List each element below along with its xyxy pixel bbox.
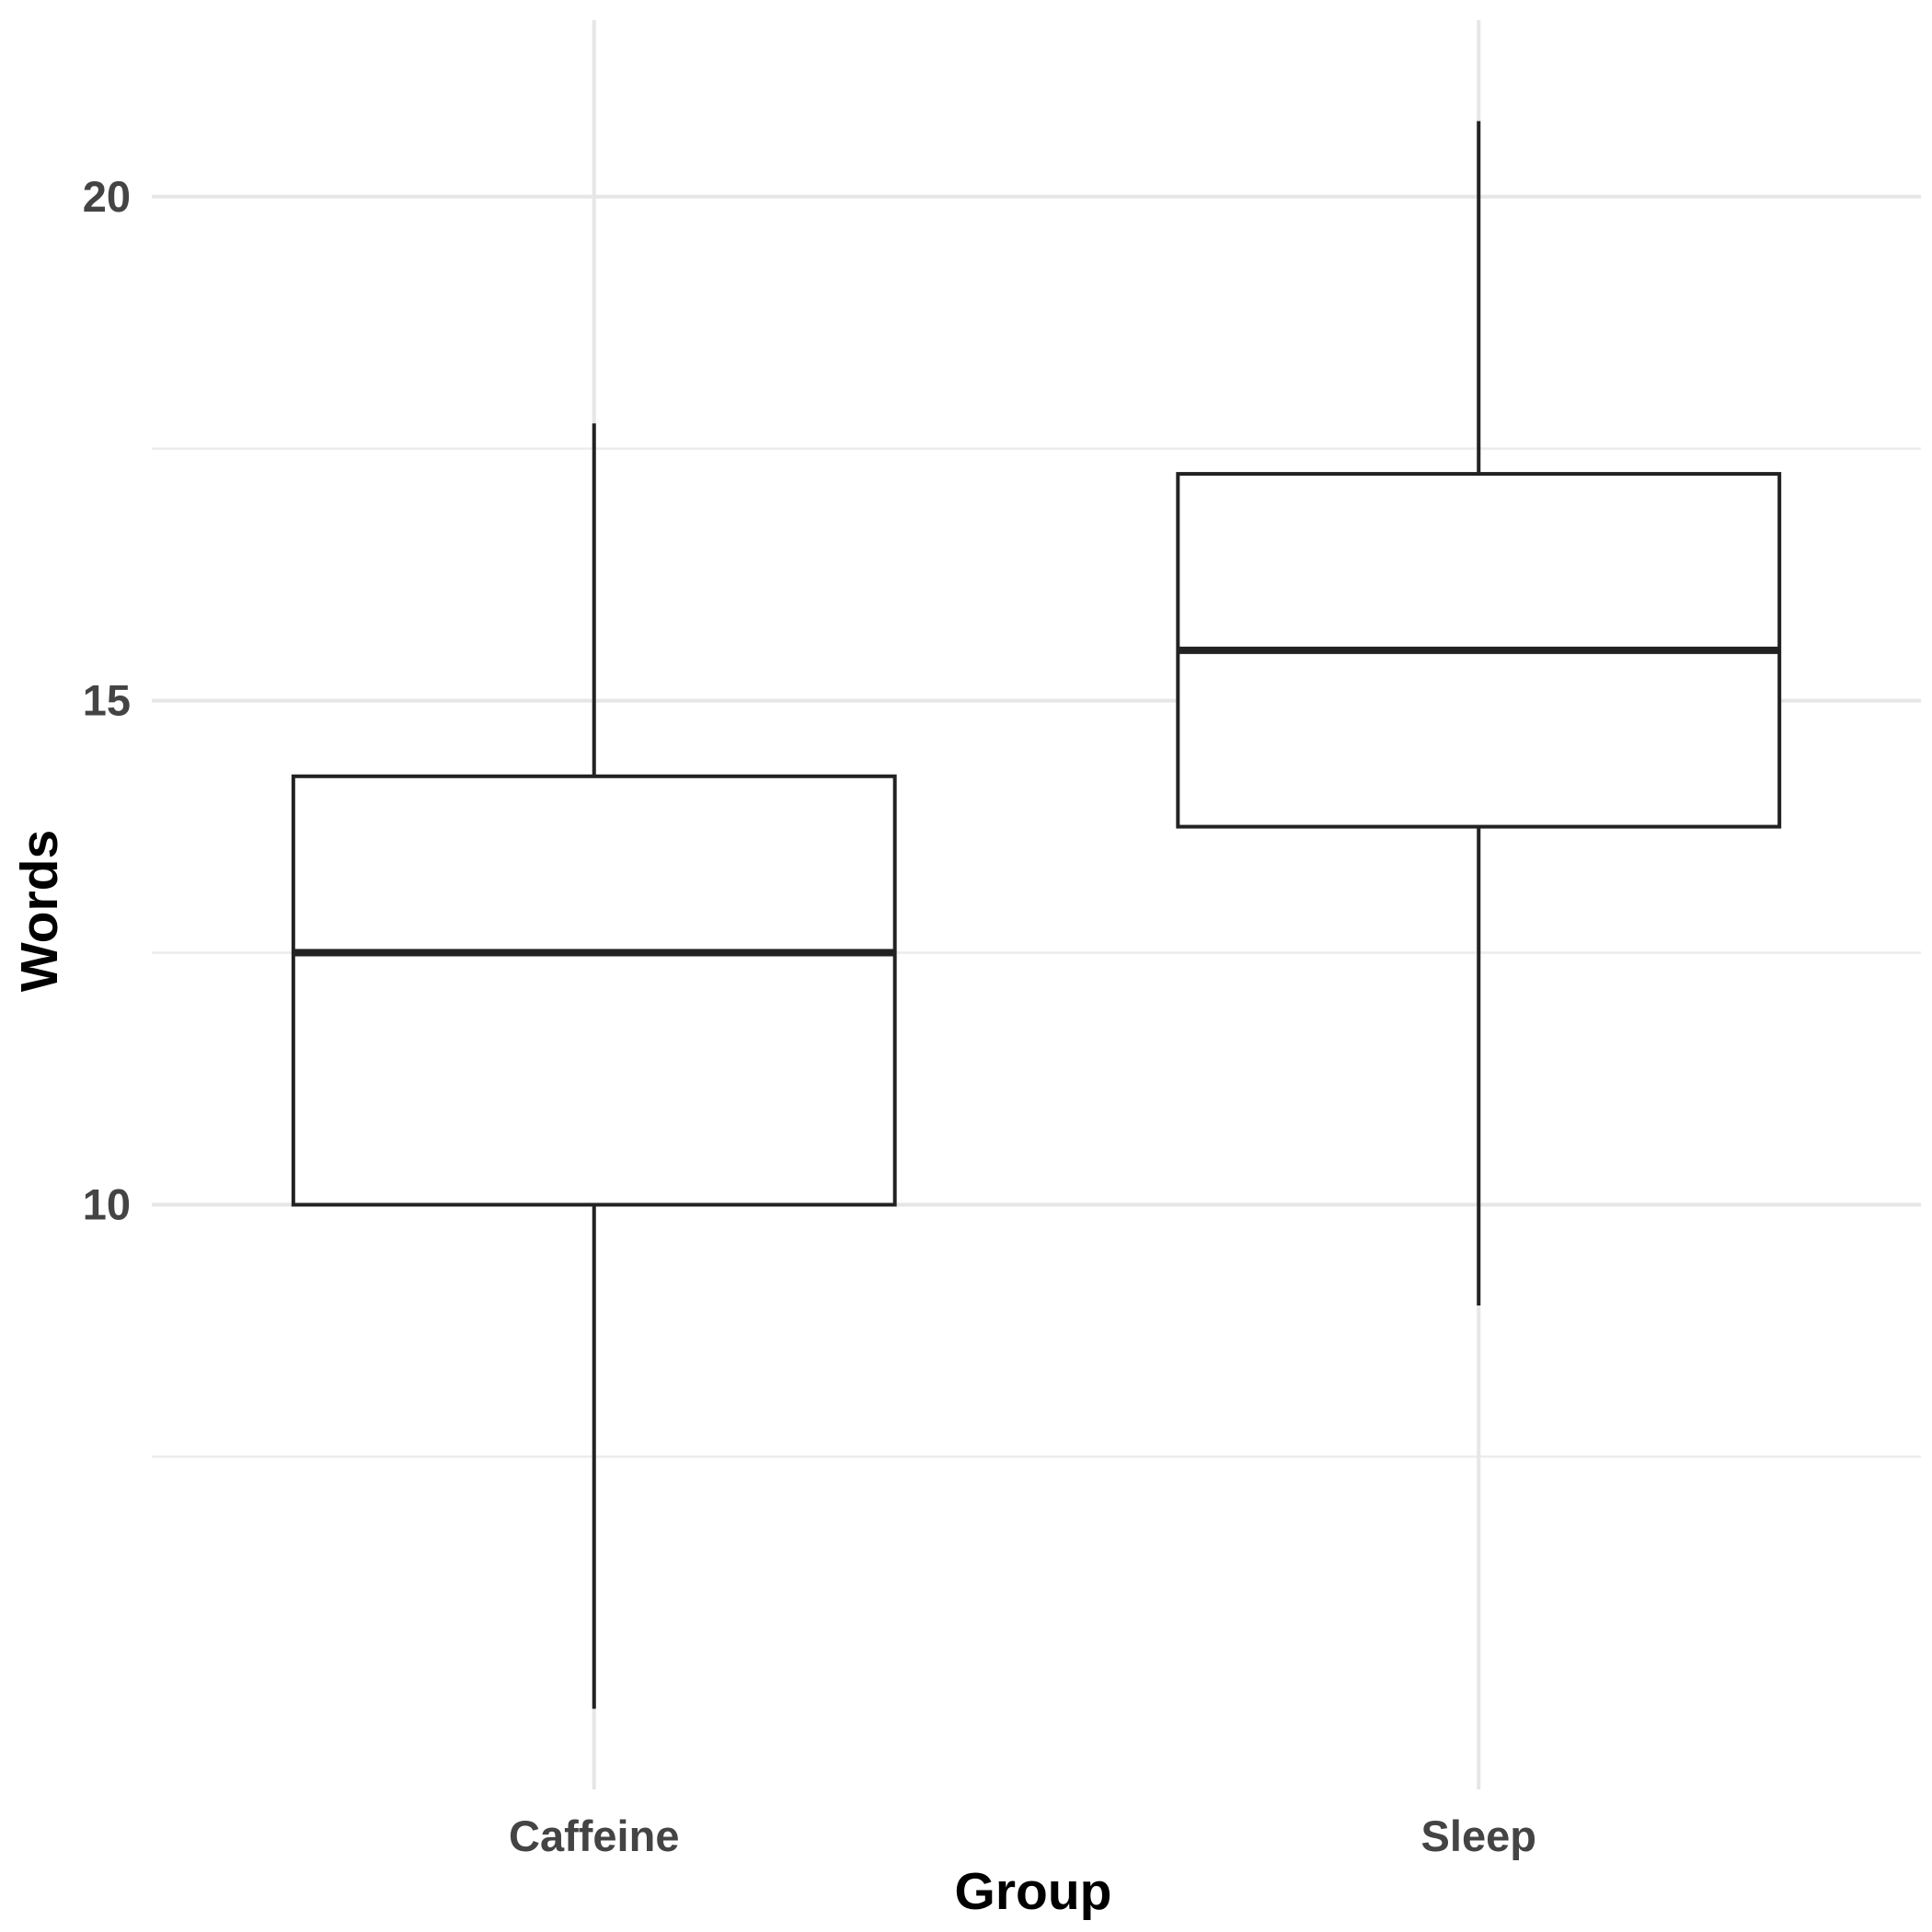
- x-tick-label: Caffeine: [509, 1811, 679, 1860]
- y-tick-label: 15: [83, 676, 131, 725]
- x-tick-label: Sleep: [1421, 1811, 1536, 1860]
- y-tick-label: 20: [83, 172, 131, 221]
- y-axis-title: Words: [10, 830, 69, 992]
- box-caffeine: [291, 423, 897, 1709]
- label-layer: 10 15 20 Caffeine Sleep: [83, 172, 1536, 1860]
- iqr-box: [291, 774, 897, 1207]
- box-layer: [291, 121, 1782, 1709]
- x-axis-title: Group: [955, 1862, 1112, 1921]
- box-sleep: [1176, 121, 1782, 1306]
- y-tick-label: 10: [83, 1179, 131, 1228]
